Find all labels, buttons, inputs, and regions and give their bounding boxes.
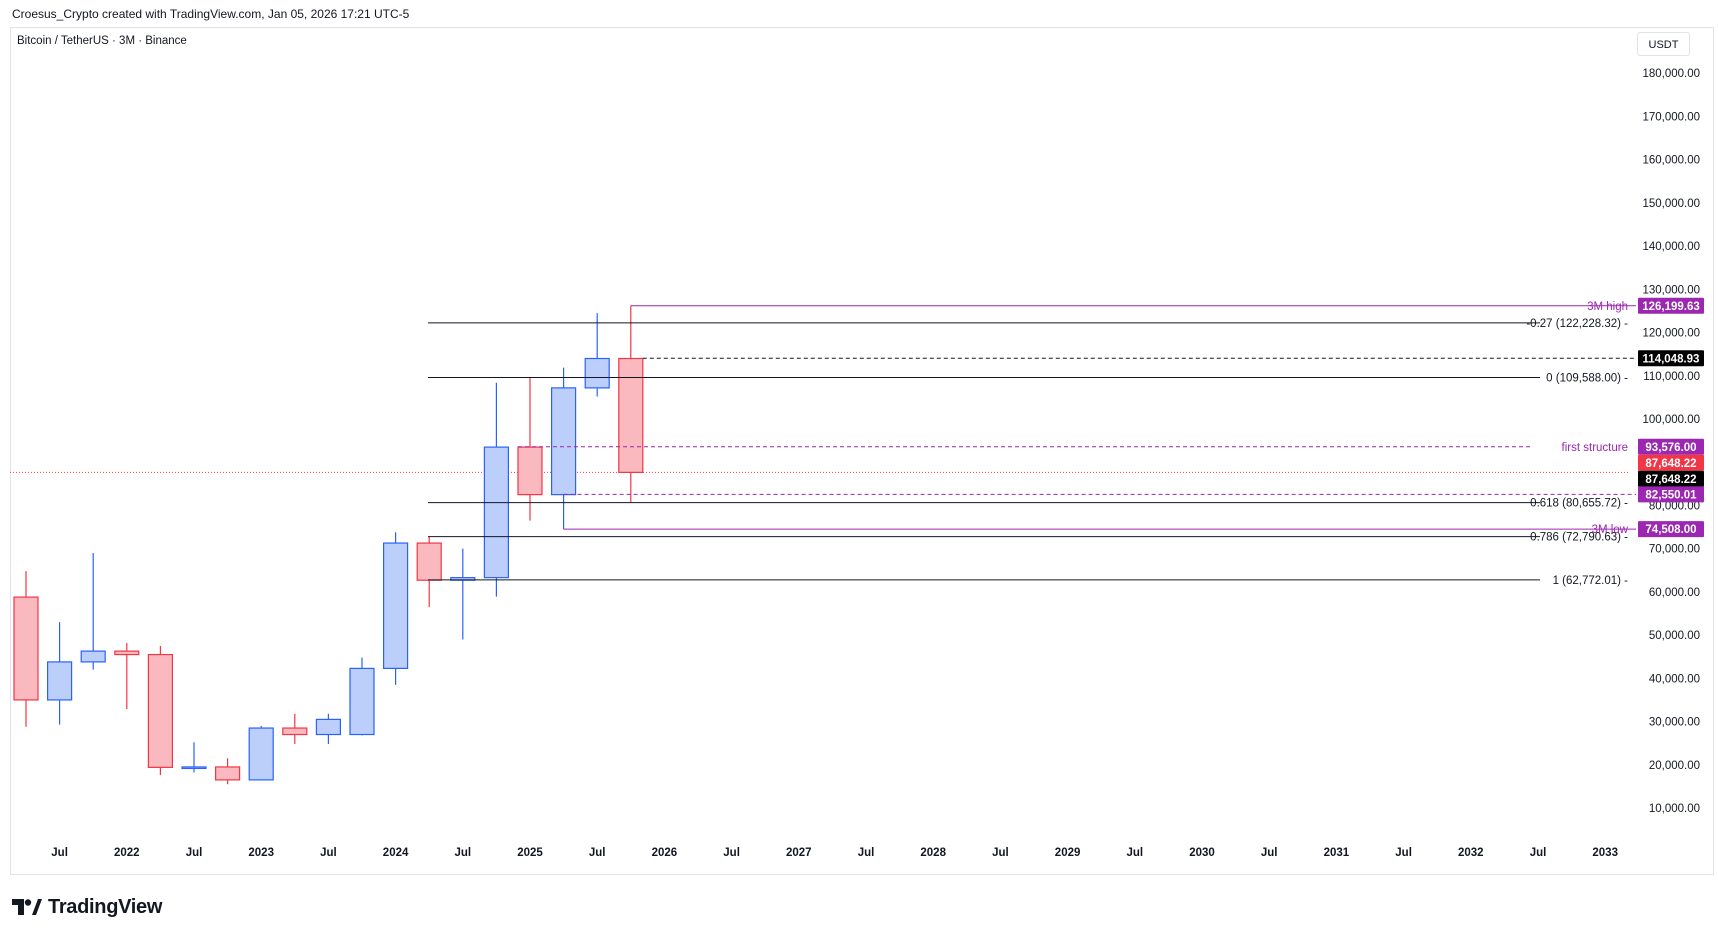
fib-level-label: 0.618 (80,655.72) -	[1530, 498, 1628, 510]
author-line: Croesus_Crypto created with TradingView.…	[12, 7, 410, 21]
time-axis-label: Jul	[51, 847, 68, 859]
time-axis-label: 2027	[786, 847, 812, 859]
candle-body[interactable]	[416, 542, 442, 581]
tradingview-logo[interactable]: TradingView	[12, 896, 162, 918]
symbol-title[interactable]: Bitcoin / TetherUS · 3M · Binance	[17, 35, 187, 47]
fib-level-label: 1 (62,772.01) -	[1553, 575, 1629, 587]
time-axis-label: Jul	[1395, 847, 1412, 859]
tag-last-close-text: 114,048.93	[1643, 353, 1700, 365]
price-axis-label: 150,000.00	[1642, 198, 1700, 210]
tag-3m-low-text: 74,508.00	[1645, 524, 1696, 536]
time-axis-label: 2026	[652, 847, 678, 859]
price-axis-label: 100,000.00	[1642, 414, 1700, 426]
candle-body[interactable]	[114, 650, 140, 656]
candle-body[interactable]	[483, 446, 509, 579]
tag-structure-low-text: 82,550.01	[1645, 489, 1697, 501]
tag-current-price-black-text: 87,648.22	[1645, 474, 1696, 486]
time-axis-label: Jul	[320, 847, 337, 859]
candle-body[interactable]	[80, 650, 106, 663]
time-axis-label: 2028	[920, 847, 946, 859]
candle-body[interactable]	[215, 766, 241, 781]
3m-low-label: 3M low	[1592, 524, 1629, 536]
time-axis-label: 2025	[517, 847, 543, 859]
time-axis-label: Jul	[1261, 847, 1278, 859]
time-axis-label: 2033	[1592, 847, 1618, 859]
candle-body[interactable]	[282, 727, 308, 736]
time-axis-label: 2029	[1055, 847, 1081, 859]
tag-3m-high	[1638, 297, 1704, 314]
price-axis-label: 60,000.00	[1649, 587, 1700, 599]
time-axis-label: 2032	[1458, 847, 1484, 859]
time-axis-label: 2031	[1324, 847, 1350, 859]
candle-body[interactable]	[349, 667, 375, 736]
candle-body[interactable]	[315, 718, 341, 736]
price-axis-label: 170,000.00	[1642, 111, 1700, 123]
price-axis-label: 180,000.00	[1642, 68, 1700, 80]
tag-last-close	[1638, 350, 1704, 367]
candle-body[interactable]	[383, 542, 409, 669]
tag-current-price	[1638, 454, 1704, 471]
candle-body[interactable]	[248, 727, 274, 781]
candle-body[interactable]	[46, 661, 73, 701]
tag-first-structure	[1638, 438, 1704, 455]
candle-body[interactable]	[181, 766, 207, 770]
candle-body[interactable]	[147, 653, 173, 768]
tag-current-price-text: 87,648.22	[1645, 458, 1696, 470]
tag-structure-low	[1638, 486, 1704, 503]
time-axis-label: Jul	[723, 847, 740, 859]
tag-current-price-black	[1638, 470, 1704, 487]
fib-level-label: 0.786 (72,790.63) -	[1530, 532, 1628, 544]
price-axis-label: 120,000.00	[1642, 328, 1700, 340]
price-axis-label: 110,000.00	[1643, 371, 1700, 383]
price-axis-label: 140,000.00	[1642, 241, 1700, 253]
time-axis-label: Jul	[858, 847, 875, 859]
candle-body[interactable]	[584, 357, 610, 389]
time-axis-label: 2030	[1189, 847, 1215, 859]
price-axis-label: 30,000.00	[1649, 717, 1700, 729]
fib-level-label: -0.27 (122,228.32) -	[1526, 318, 1628, 330]
time-axis-label: Jul	[186, 847, 203, 859]
time-axis-label: 2024	[383, 847, 409, 859]
time-axis-label: Jul	[589, 847, 606, 859]
price-axis-label: 130,000.00	[1642, 284, 1700, 296]
price-axis-label: 160,000.00	[1642, 155, 1700, 167]
price-axis-label: 70,000.00	[1649, 544, 1700, 556]
price-axis-label: 10,000.00	[1649, 803, 1700, 815]
time-axis-label: Jul	[1126, 847, 1143, 859]
candle-body[interactable]	[13, 596, 39, 701]
candle-body[interactable]	[618, 357, 644, 473]
tag-3m-high-text: 126,199.63	[1642, 301, 1700, 313]
tag-first-structure-text: 93,576.00	[1645, 442, 1696, 454]
fib-level-label: 0 (109,588.00) -	[1546, 373, 1628, 385]
time-axis-label: Jul	[1530, 847, 1547, 859]
currency-button[interactable]: USDT	[1637, 32, 1690, 56]
time-axis-label: 2023	[248, 847, 274, 859]
price-axis-label: 40,000.00	[1649, 673, 1700, 685]
time-axis-label: Jul	[454, 847, 471, 859]
tradingview-logo-text: TradingView	[48, 895, 163, 918]
candle-body[interactable]	[517, 446, 543, 496]
candle-body[interactable]	[550, 387, 577, 496]
tag-3m-low	[1638, 521, 1704, 538]
chart-frame	[10, 27, 1714, 875]
first-structure-label: first structure	[1562, 442, 1628, 454]
price-axis-label: 20,000.00	[1649, 760, 1700, 772]
3m-high-label: 3M high	[1587, 301, 1628, 313]
time-axis-label: Jul	[992, 847, 1009, 859]
price-axis-label: 50,000.00	[1649, 630, 1700, 642]
tradingview-logo-icon	[12, 899, 42, 915]
time-axis-label: 2022	[114, 847, 140, 859]
price-axis-label: 80,000.00	[1649, 500, 1700, 512]
